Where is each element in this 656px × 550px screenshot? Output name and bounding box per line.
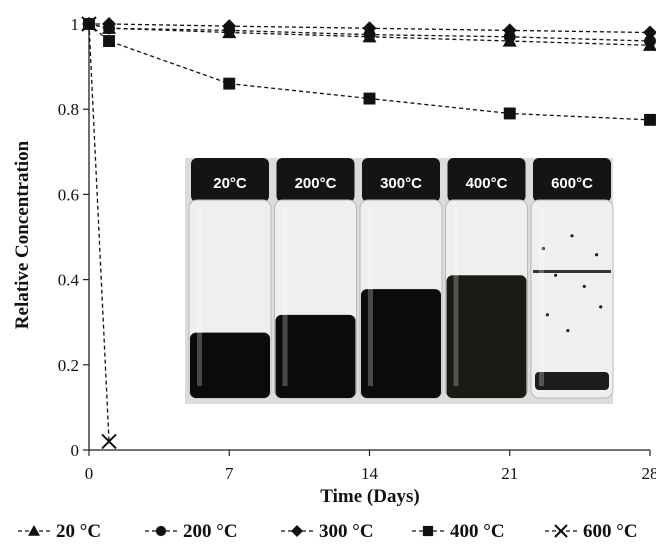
glass-highlight <box>197 208 202 386</box>
vial-label: 200°C <box>295 175 337 192</box>
square-marker <box>422 525 434 537</box>
x-axis-title: Time (Days) <box>320 486 419 507</box>
legend-label: 400 °C <box>450 521 505 542</box>
series-line <box>88 23 110 442</box>
glass-highlight <box>368 208 373 386</box>
particle <box>595 253 599 257</box>
y-tick-label: 0 <box>71 441 80 460</box>
particle <box>554 273 558 277</box>
inset-photo: 20°C 200°C 300°C 400°C 600°C <box>185 158 614 404</box>
y-tick-label: 0.4 <box>58 271 80 290</box>
vial-liquid <box>446 275 527 398</box>
x-marker-stroke <box>81 16 97 32</box>
vial: 600°C <box>530 158 614 399</box>
diamond-marker <box>643 25 656 40</box>
square-marker <box>363 92 376 105</box>
square-marker <box>103 35 115 47</box>
vial: 200°C <box>274 158 357 399</box>
particle <box>545 313 550 317</box>
legend-entry: 200 °C <box>145 521 238 542</box>
legend-entry: 20 °C <box>18 521 101 542</box>
vial-liquid <box>190 332 270 398</box>
vial-liquid <box>275 314 356 398</box>
vial-label: 300°C <box>380 175 422 192</box>
legend-label: 600 °C <box>583 521 638 542</box>
x-tick-label: 7 <box>225 464 234 483</box>
y-tick-label: 0.6 <box>58 185 79 204</box>
legend-label: 20 °C <box>56 521 101 542</box>
vial-cap <box>191 158 269 202</box>
diamond-marker <box>291 525 303 537</box>
vial-label: 400°C <box>466 175 508 192</box>
square-marker <box>223 77 236 90</box>
chart-axes: 0 0.2 0.4 0.6 0.8 1 0 7 14 21 28 <box>58 15 656 483</box>
particle <box>599 305 603 309</box>
x-marker <box>101 433 117 450</box>
particle <box>582 284 586 288</box>
vial-label: 20°C <box>213 175 247 192</box>
x-tick-label: 21 <box>501 464 518 483</box>
sediment <box>535 372 609 390</box>
series-x <box>81 16 117 450</box>
particle-band <box>533 270 611 273</box>
diamond-marker <box>502 23 517 38</box>
circle-marker <box>155 525 167 537</box>
vial: 400°C <box>445 158 528 399</box>
diamond-marker <box>362 21 377 36</box>
glass-highlight <box>539 208 544 386</box>
legend-label: 200 °C <box>183 521 238 542</box>
x-tick-label: 0 <box>85 464 94 483</box>
legend-entry: 600 °C <box>545 521 638 542</box>
triangle-marker <box>28 525 40 536</box>
particle <box>566 329 570 333</box>
legend-entry: 400 °C <box>412 521 505 542</box>
vial-liquid <box>361 289 441 398</box>
series-layer <box>81 16 656 450</box>
x-marker <box>554 524 568 538</box>
square-marker <box>644 113 656 126</box>
vial: 20°C <box>188 158 272 399</box>
x-marker-stroke <box>101 433 117 450</box>
x-tick-label: 28 <box>642 464 656 483</box>
x-tick-label: 14 <box>361 464 379 483</box>
vial: 300°C <box>359 158 443 399</box>
diamond-marker <box>102 17 117 31</box>
legend: 20 °C 200 °C 300 °C 400 °C 600 °C <box>18 521 638 542</box>
vial-cap <box>362 158 440 202</box>
vial-cap <box>447 158 526 202</box>
vial-label: 600°C <box>551 175 593 192</box>
y-tick-label: 0.8 <box>58 100 79 119</box>
x-marker-stroke <box>554 524 568 538</box>
particle <box>541 246 545 251</box>
vial-cap <box>533 158 611 202</box>
y-tick-label: 0.2 <box>58 356 79 375</box>
glass-highlight <box>282 208 288 386</box>
y-tick-label: 1 <box>71 15 80 34</box>
circle-marker <box>644 35 656 47</box>
x-marker <box>81 16 97 32</box>
particle <box>570 234 574 238</box>
vial-cap <box>276 158 355 202</box>
y-axis-title: Relative Concentration <box>12 140 33 329</box>
legend-entry: 300 °C <box>281 521 374 542</box>
vial-glass <box>530 199 614 399</box>
series-diamond <box>82 17 656 40</box>
legend-label: 300 °C <box>319 521 374 542</box>
square-marker <box>503 107 516 120</box>
diamond-marker <box>222 19 237 34</box>
glass-highlight <box>453 208 459 386</box>
